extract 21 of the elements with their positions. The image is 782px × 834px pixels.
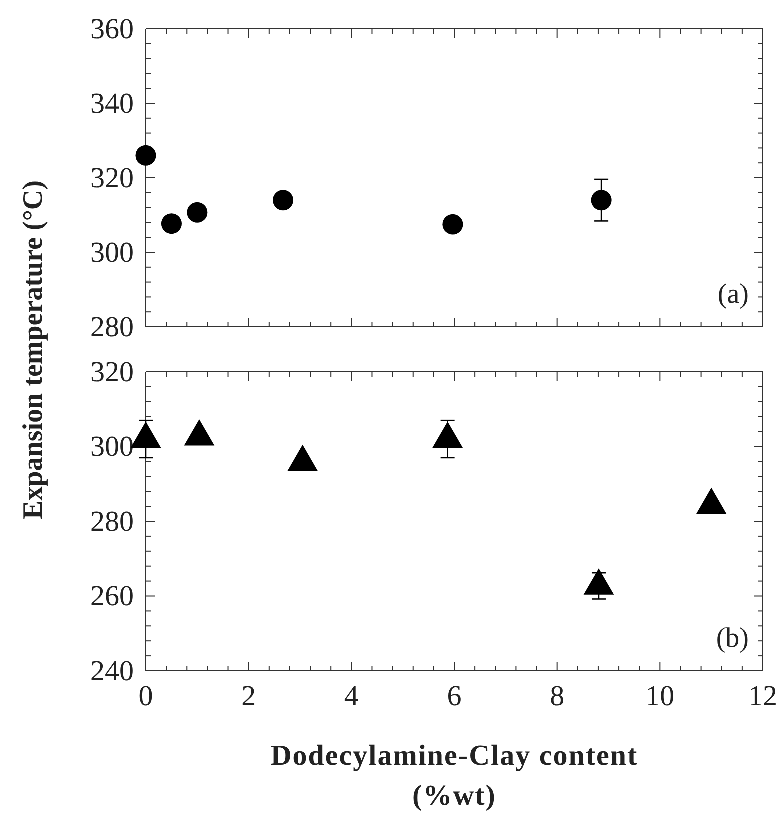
x-tick-label: 4	[344, 680, 360, 713]
y-tick-label: 360	[90, 13, 134, 46]
x-axis-title: Dodecylamine-Clay content (%wt)	[270, 740, 638, 812]
annotation: (b)	[716, 623, 749, 654]
annotation: (a)	[718, 279, 749, 310]
x-tick-label: 2	[242, 680, 256, 713]
y-tick-label: 320	[90, 356, 134, 388]
x-tick-label: 6	[447, 680, 462, 713]
x-tick-label: 8	[550, 680, 565, 713]
y-tick-label: 280	[90, 311, 134, 344]
y-tick-label: 320	[90, 162, 134, 194]
x-tick-label: 0	[138, 680, 154, 713]
y-axis-title: Expansion temperature (°C)	[18, 180, 49, 520]
x-tick-label: 10	[646, 680, 675, 713]
y-tick-label: 340	[90, 88, 134, 120]
y-tick-label: 240	[90, 655, 134, 688]
y-tick-label: 280	[90, 506, 134, 538]
y-tick-label: 260	[90, 580, 134, 613]
y-tick-label: 300	[90, 431, 134, 464]
y-tick-label: 300	[90, 236, 134, 269]
x-tick-label: 12	[748, 680, 778, 713]
